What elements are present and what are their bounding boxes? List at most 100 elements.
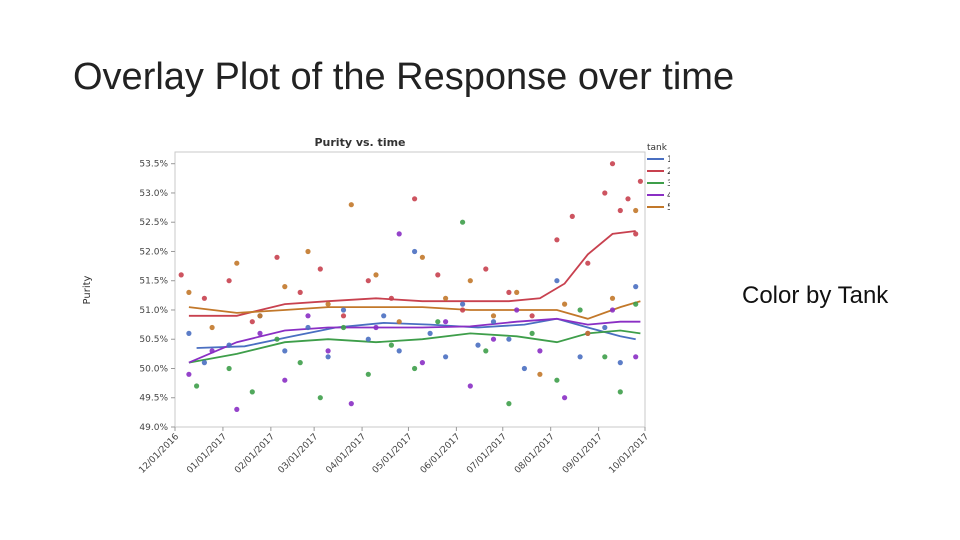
- x-tick-label: 12/01/2016: [137, 432, 181, 476]
- chart-title: Purity vs. time: [314, 136, 405, 149]
- data-point-tank-1: [340, 307, 347, 313]
- smooth-line-tank-3: [188, 329, 641, 364]
- data-point-tank-5: [562, 301, 568, 307]
- data-point-tank-1: [427, 330, 433, 336]
- data-point-tank-3: [460, 219, 466, 225]
- data-point-tank-1: [506, 336, 512, 342]
- data-point-tank-5: [282, 284, 288, 290]
- data-point-tank-5: [186, 289, 192, 295]
- data-point-tank-2: [365, 278, 371, 284]
- data-point-tank-1: [282, 348, 288, 354]
- smooth-line-tank-4: [188, 317, 641, 364]
- legend-label-tank-5: 5: [667, 203, 670, 213]
- data-point-tank-1: [602, 324, 608, 331]
- data-point-tank-3: [554, 377, 560, 383]
- data-point-tank-2: [412, 196, 418, 202]
- data-point-tank-1: [305, 324, 311, 331]
- data-point-tank-4: [633, 354, 639, 360]
- data-point-tank-3: [340, 324, 347, 331]
- data-point-tank-3: [483, 348, 489, 354]
- data-point-tank-5: [234, 260, 240, 266]
- data-point-tank-4: [537, 348, 543, 354]
- data-point-tank-1: [381, 313, 387, 319]
- data-point-tank-1: [490, 319, 497, 325]
- data-point-tank-4: [373, 324, 379, 331]
- data-point-tank-5: [467, 278, 473, 284]
- data-point-tank-2: [569, 213, 575, 219]
- data-point-tank-2: [483, 266, 489, 272]
- data-point-tank-2: [226, 278, 232, 284]
- smooth-line-tank-2: [188, 230, 636, 317]
- data-point-tank-4: [467, 383, 473, 389]
- data-point-tank-2: [633, 231, 639, 237]
- data-point-tank-3: [633, 301, 639, 307]
- data-point-tank-2: [460, 307, 466, 313]
- data-point-tank-2: [529, 313, 535, 319]
- y-tick-label: 53.0%: [139, 189, 168, 199]
- data-point-tank-4: [209, 348, 215, 354]
- data-point-tank-3: [602, 354, 608, 360]
- data-point-tank-1: [226, 342, 232, 348]
- y-tick-label: 51.0%: [139, 306, 168, 316]
- data-point-tank-4: [257, 330, 263, 336]
- data-point-tank-2: [178, 272, 184, 278]
- legend-label-tank-3: 3: [667, 179, 670, 189]
- data-point-tank-3: [577, 307, 583, 313]
- data-point-tank-1: [396, 348, 402, 354]
- data-point-tank-4: [419, 360, 425, 366]
- slide-title: Overlay Plot of the Response over time: [73, 56, 735, 98]
- y-tick-label: 49.5%: [139, 394, 168, 404]
- data-point-tank-3: [274, 336, 280, 342]
- x-tick-label: 04/01/2017: [324, 432, 368, 476]
- x-tick-label: 09/01/2017: [561, 432, 605, 476]
- data-point-tank-4: [234, 406, 240, 412]
- y-axis-label: Purity: [82, 275, 93, 304]
- data-point-tank-2: [554, 237, 560, 243]
- plot-frame: [174, 151, 646, 428]
- x-tick-label: 01/01/2017: [185, 432, 229, 476]
- data-point-tank-4: [348, 401, 354, 407]
- data-point-tank-2: [585, 260, 591, 266]
- smooth-line-tank-5: [188, 300, 641, 320]
- data-point-tank-5: [373, 272, 379, 278]
- data-point-tank-1: [412, 248, 418, 255]
- data-point-tank-5: [396, 319, 402, 325]
- data-point-tank-5: [325, 301, 331, 307]
- legend-label-tank-2: 2: [667, 167, 670, 177]
- data-point-tank-2: [435, 272, 441, 278]
- data-point-tank-1: [186, 330, 192, 336]
- data-point-tank-2: [388, 295, 394, 301]
- data-point-tank-4: [282, 377, 288, 383]
- data-point-tank-1: [577, 354, 583, 360]
- data-point-tank-2: [201, 295, 207, 301]
- data-point-tank-1: [521, 365, 527, 372]
- data-point-tank-5: [209, 324, 215, 331]
- data-point-tank-4: [490, 336, 497, 342]
- y-tick-label: 50.5%: [139, 335, 168, 345]
- side-note: Color by Tank: [742, 282, 889, 309]
- data-point-tank-2: [340, 313, 347, 319]
- data-point-tank-4: [396, 231, 402, 237]
- data-point-tank-1: [617, 360, 623, 366]
- legend-title: tank: [647, 143, 668, 153]
- data-point-tank-5: [490, 313, 497, 319]
- data-point-tank-5: [537, 371, 543, 377]
- data-point-tank-2: [249, 319, 255, 325]
- data-point-tank-3: [617, 389, 623, 395]
- y-tick-label: 52.5%: [139, 218, 168, 228]
- data-point-tank-2: [602, 190, 608, 196]
- data-point-tank-4: [562, 395, 568, 401]
- data-point-tank-4: [186, 371, 192, 377]
- data-point-tank-1: [443, 354, 449, 360]
- x-tick-label: 06/01/2017: [419, 432, 463, 476]
- data-point-tank-1: [475, 342, 481, 348]
- data-point-tank-2: [297, 289, 303, 295]
- data-point-tank-2: [317, 266, 323, 272]
- data-point-tank-1: [365, 336, 371, 342]
- y-tick-label: 51.5%: [139, 277, 168, 287]
- data-point-tank-1: [633, 284, 639, 290]
- y-tick-label: 50.0%: [139, 364, 168, 374]
- data-point-tank-4: [325, 348, 331, 354]
- purity-chart: Purity vs. time Purity tank 53.5%53.0%52…: [82, 136, 670, 476]
- data-point-tank-3: [297, 360, 303, 366]
